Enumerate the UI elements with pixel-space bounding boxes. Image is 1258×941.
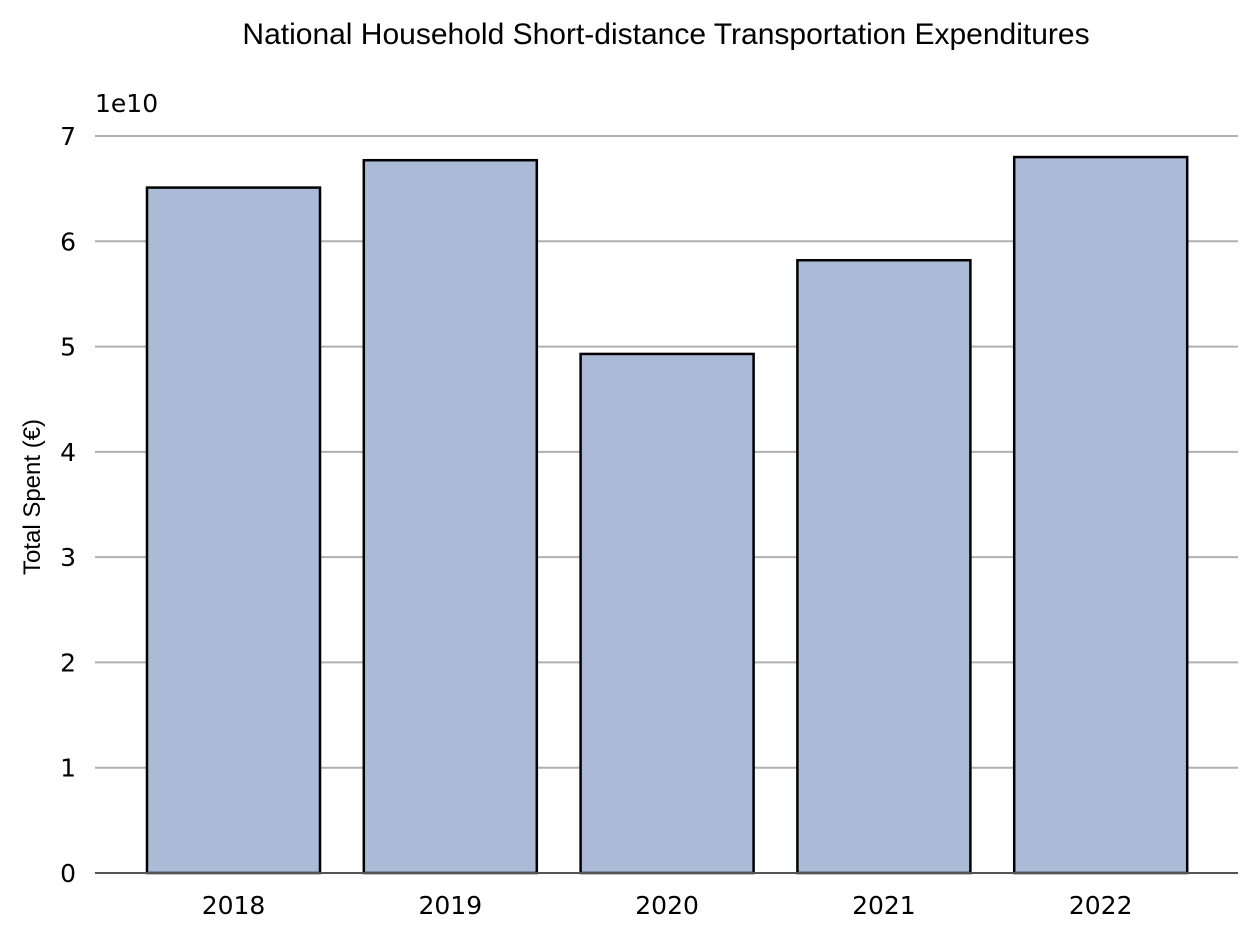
y-tick-label: 4 (60, 438, 76, 467)
y-tick-label: 5 (60, 333, 76, 362)
x-tick-label: 2022 (1069, 891, 1133, 920)
x-tick-label: 2020 (635, 891, 699, 920)
bar-2020 (579, 352, 755, 875)
y-axis-ticks: 0 1 2 3 4 5 6 7 (60, 122, 76, 888)
x-axis-ticks: 2018 2019 2020 2021 2022 (202, 891, 1133, 920)
x-tick-label: 2018 (202, 891, 266, 920)
bars (145, 155, 1189, 875)
x-tick-label: 2019 (418, 891, 482, 920)
y-tick-label: 2 (60, 648, 76, 677)
x-tick-label: 2021 (852, 891, 916, 920)
chart-title: National Household Short-distance Transp… (242, 18, 1089, 51)
y-tick-label: 6 (60, 227, 76, 256)
y-axis-label: Total Spent (€) (19, 419, 46, 575)
bar-2022 (1012, 155, 1189, 875)
y-tick-label: 7 (60, 122, 76, 151)
y-tick-label: 1 (60, 754, 76, 783)
y-axis-offset-label: 1e10 (95, 89, 158, 118)
bar-2021 (796, 258, 972, 875)
bar-2018 (145, 186, 322, 875)
y-tick-label: 0 (60, 859, 76, 888)
y-tick-label: 3 (60, 543, 76, 572)
bar-2019 (362, 158, 539, 875)
